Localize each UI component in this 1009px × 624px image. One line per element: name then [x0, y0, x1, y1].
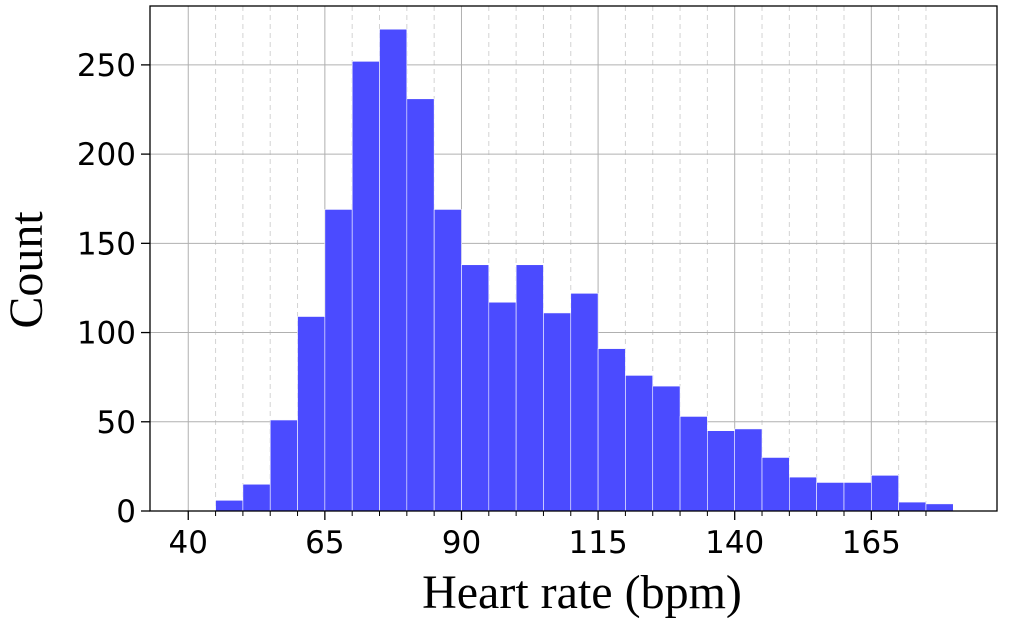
histogram-bar — [734, 428, 763, 512]
histogram-bar — [707, 430, 736, 512]
histogram-bar — [543, 312, 572, 512]
histogram-bar — [351, 61, 380, 512]
x-tick-label: 140 — [705, 525, 764, 561]
y-axis-title: Count — [0, 211, 53, 329]
histogram-bar — [898, 501, 927, 512]
y-tick-label: 100 — [77, 316, 136, 352]
histogram-bar — [679, 416, 708, 512]
histogram-bar — [406, 98, 435, 512]
axis-ticks — [141, 64, 927, 520]
x-tick-label: 90 — [442, 525, 481, 561]
histogram-bar — [269, 419, 298, 512]
histogram-bar — [488, 301, 517, 512]
histogram-bar — [816, 482, 845, 512]
x-tick-label: 65 — [305, 525, 344, 561]
histogram-bar — [324, 209, 353, 512]
histogram-bar — [789, 476, 817, 512]
histogram-bar — [652, 385, 681, 512]
y-tick-label: 150 — [77, 226, 136, 262]
histogram-bar — [215, 499, 244, 512]
histogram-bar — [925, 503, 954, 512]
histogram-bar — [379, 28, 408, 512]
histogram-bar — [843, 482, 872, 512]
histogram-bar — [597, 348, 626, 512]
histogram-bar — [433, 209, 462, 512]
y-tick-label: 200 — [77, 137, 136, 173]
y-tick-label: 50 — [97, 405, 136, 441]
histogram-bar — [570, 292, 599, 512]
tick-labels: 40 65 90 115 140 165 0 50 100 150 200 250 — [77, 48, 901, 561]
histogram-bar — [461, 264, 490, 512]
histogram-bar — [625, 375, 654, 512]
histogram-bar — [242, 483, 271, 512]
x-tick-label: 115 — [569, 525, 628, 561]
plot-frame — [149, 5, 998, 512]
y-tick-label: 250 — [77, 48, 136, 84]
x-axis-title: Heart rate (bpm) — [422, 566, 742, 619]
histogram-bars — [215, 28, 954, 512]
y-tick-label: 0 — [116, 494, 136, 530]
x-tick-label: 40 — [169, 525, 208, 561]
histogram-bar — [297, 316, 326, 512]
histogram-bar — [761, 457, 790, 512]
histogram-bar — [871, 475, 899, 512]
histogram-bar — [515, 264, 544, 512]
x-tick-label: 165 — [842, 525, 901, 561]
